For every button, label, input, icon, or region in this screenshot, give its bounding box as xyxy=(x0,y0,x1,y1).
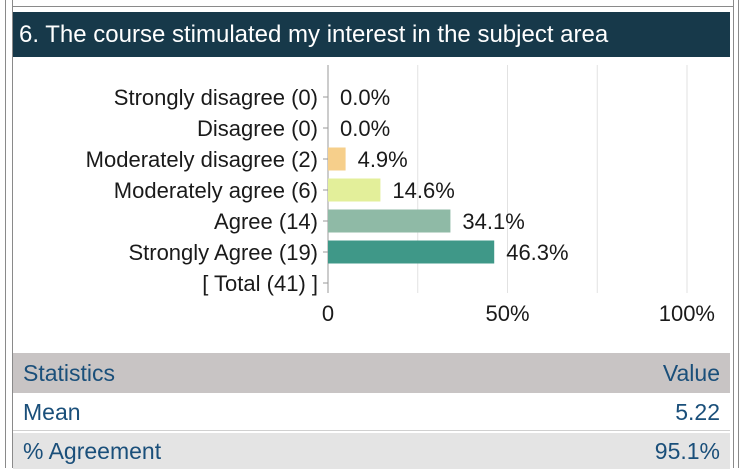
value-label: 0.0% xyxy=(340,85,390,110)
bar xyxy=(328,240,495,264)
statistics-header-value: Value xyxy=(662,359,720,386)
statistics-row-label: % Agreement xyxy=(23,437,162,464)
question-title: 6. The course stimulated my interest in … xyxy=(13,12,730,57)
statistics-header-row: Statistics Value xyxy=(13,353,730,393)
statistics-row-value: 95.1% xyxy=(654,437,720,464)
top-border xyxy=(12,0,734,7)
x-tick-label: 0 xyxy=(322,301,334,326)
category-label: Strongly Agree (19) xyxy=(128,240,318,265)
value-label: 14.6% xyxy=(392,178,454,203)
category-label: Moderately agree (6) xyxy=(114,178,318,203)
bar xyxy=(328,209,451,233)
statistics-row-agreement: % Agreement 95.1% xyxy=(13,431,730,469)
left-border xyxy=(0,0,13,468)
statistics-row-label: Mean xyxy=(23,399,81,425)
chart-labels: Strongly disagree (0) 0.0% Disagree (0) 0.0… xyxy=(86,85,715,326)
statistics-table: Statistics Value Mean 5.22 % Agreement 9… xyxy=(13,353,730,469)
bar-chart-svg: Strongly disagree (0) 0.0% Disagree (0) 0.0… xyxy=(86,65,715,326)
chart-bars xyxy=(328,147,495,264)
statistics-header-label: Statistics xyxy=(23,359,116,386)
category-label: Strongly disagree (0) xyxy=(114,85,318,110)
value-label: 34.1% xyxy=(462,209,524,234)
category-label: Moderately disagree (2) xyxy=(86,147,318,172)
statistics-row-mean: Mean 5.22 xyxy=(13,393,730,431)
right-border xyxy=(733,0,742,468)
total-label: [ Total (41) ] xyxy=(202,271,318,296)
category-label: Disagree (0) xyxy=(197,116,318,141)
bar xyxy=(328,178,381,202)
x-tick-label: 50% xyxy=(485,301,529,326)
category-label: Agree (14) xyxy=(214,209,318,234)
bar-chart: Strongly disagree (0) 0.0% Disagree (0) 0.0… xyxy=(13,57,730,341)
statistics-row-value: 5.22 xyxy=(675,399,720,425)
bar xyxy=(328,147,346,171)
value-label: 0.0% xyxy=(340,116,390,141)
value-label: 4.9% xyxy=(358,147,408,172)
value-label: 46.3% xyxy=(506,240,568,265)
x-tick-label: 100% xyxy=(659,301,715,326)
